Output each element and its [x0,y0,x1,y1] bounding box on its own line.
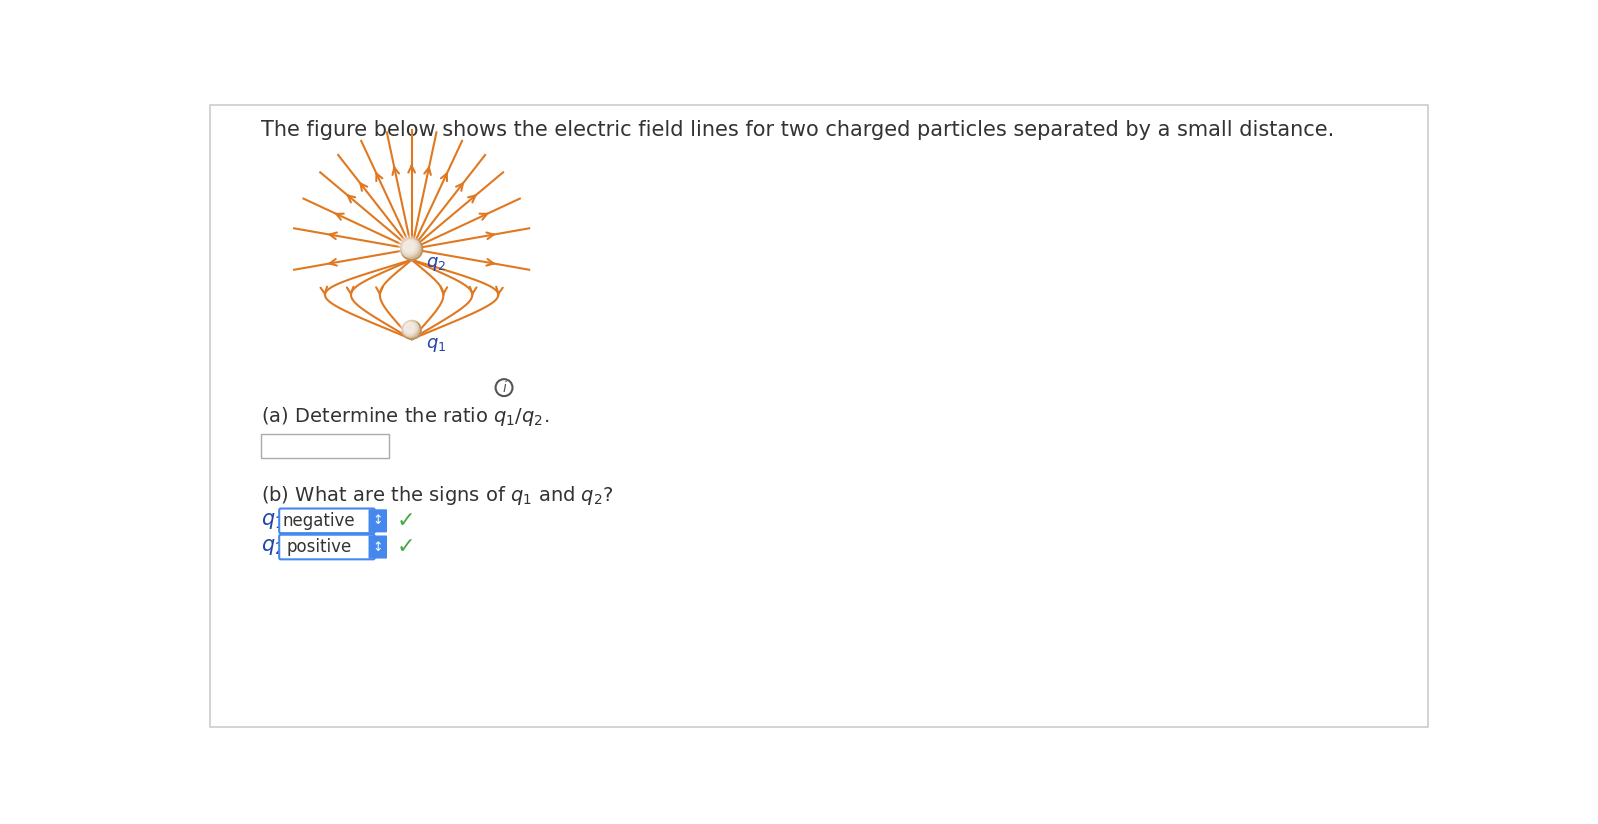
Circle shape [404,322,415,333]
Circle shape [401,238,417,255]
FancyBboxPatch shape [209,105,1429,728]
FancyBboxPatch shape [280,508,374,533]
Text: ↕: ↕ [372,541,384,554]
Text: The figure below shows the electric field lines for two charged particles separa: The figure below shows the electric fiel… [262,120,1334,140]
Circle shape [400,318,419,337]
Circle shape [398,236,420,257]
Circle shape [401,238,422,260]
Circle shape [403,321,415,334]
Circle shape [401,239,417,254]
FancyBboxPatch shape [369,509,387,532]
Circle shape [404,241,414,251]
Text: i: i [502,382,507,396]
Circle shape [403,241,414,252]
Text: $q_1$: $q_1$ [262,511,284,531]
Circle shape [404,323,414,332]
Text: $q_2$: $q_2$ [425,255,446,274]
Circle shape [400,236,419,256]
Text: ✓: ✓ [396,537,415,557]
Circle shape [403,240,415,253]
Text: positive: positive [286,538,352,556]
Circle shape [401,319,417,336]
FancyBboxPatch shape [280,535,374,559]
Circle shape [401,320,417,335]
Circle shape [400,237,419,255]
Text: $q_1$: $q_1$ [425,336,446,354]
Text: (a) Determine the ratio $q_1/q_2$.: (a) Determine the ratio $q_1/q_2$. [262,405,550,428]
Text: ✓: ✓ [396,511,415,531]
Text: $q_2$: $q_2$ [262,537,284,557]
Circle shape [406,324,414,331]
Circle shape [403,321,417,335]
Text: (b) What are the signs of $q_1$ and $q_2$?: (b) What are the signs of $q_1$ and $q_2… [262,484,614,507]
Text: ↕: ↕ [372,514,384,527]
FancyBboxPatch shape [369,536,387,559]
Circle shape [403,321,420,339]
FancyBboxPatch shape [262,433,388,458]
Text: negative: negative [283,512,356,530]
